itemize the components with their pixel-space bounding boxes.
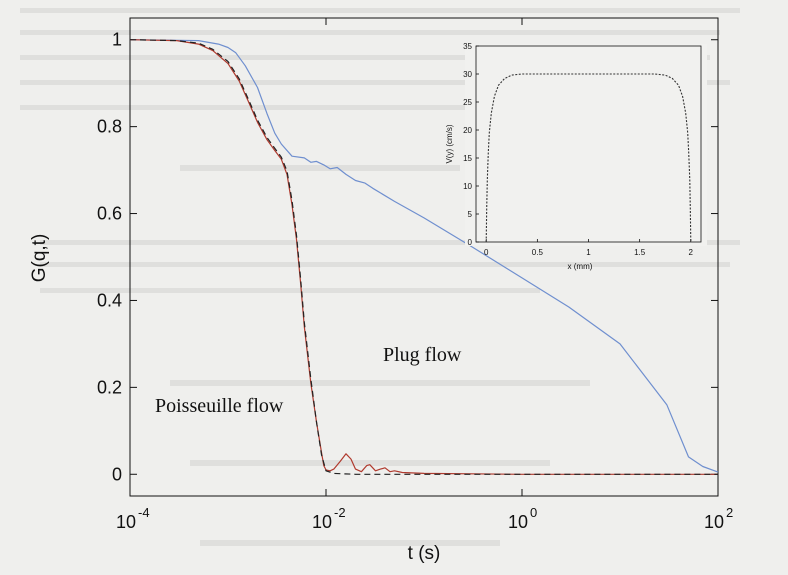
inset-y-tick-label: 0	[468, 238, 473, 247]
y-tick-label: 0.8	[97, 117, 122, 137]
inset-series-line-1	[485, 73, 692, 243]
inset-y-axis-label: V(y) (cm/s)	[445, 124, 454, 163]
main-y-axis-label: G(q,t)	[29, 234, 50, 283]
x-tick-label-exponent: -2	[334, 505, 346, 520]
inset-y-tick-label: 10	[463, 182, 472, 191]
x-tick-label: 10	[312, 512, 332, 532]
x-tick-label-exponent: 2	[726, 505, 733, 520]
main-plot-area	[129, 17, 719, 497]
inset-x-tick-label: 1	[586, 248, 591, 257]
inset-x-tick-label: 2	[689, 248, 694, 257]
inset-y-tick-label: 15	[463, 154, 472, 163]
series-line-3	[129, 39, 718, 475]
y-tick-label: 0	[112, 464, 122, 484]
inset-x-tick-label: 0	[484, 248, 489, 257]
inset-y-tick-label: 30	[463, 70, 472, 79]
inset-series-group	[485, 73, 692, 243]
annotation-poisseuille-flow: Poisseuille flow	[155, 395, 284, 417]
y-tick-label: 0.2	[97, 377, 122, 397]
inset-y-tick-label: 35	[463, 42, 472, 51]
y-tick-label: 1	[112, 30, 122, 50]
main-series-group	[129, 39, 719, 475]
inset-y-tick-label: 25	[463, 98, 472, 107]
inset-x-tick-label: 0.5	[532, 248, 544, 257]
main-axis-ticks: 10 -4 10 -2 10 0 10 200.20.40.60.81	[97, 18, 733, 532]
annotation-plug-flow: Plug flow	[383, 344, 462, 366]
main-chart: 10 -4 10 -2 10 0 10 200.20.40.60.81 G(q,t) t (s…	[29, 17, 733, 564]
series-line-1	[129, 39, 719, 473]
inset-y-tick-label: 20	[463, 126, 472, 135]
x-tick-label-exponent: -4	[138, 505, 150, 520]
series-line-2	[129, 39, 718, 475]
x-tick-label: 10	[116, 512, 136, 532]
y-tick-label: 0.4	[97, 290, 122, 310]
x-tick-label: 10	[704, 512, 724, 532]
show-through-texture	[20, 8, 740, 546]
y-tick-label: 0.6	[97, 204, 122, 224]
inset-y-tick-label: 5	[468, 210, 473, 219]
main-x-axis-label: t (s)	[408, 543, 441, 564]
x-tick-label-exponent: 0	[530, 505, 537, 520]
x-tick-label: 10	[508, 512, 528, 532]
inset-x-tick-label: 1.5	[634, 248, 646, 257]
inset-x-axis-label: x (mm)	[568, 262, 593, 271]
